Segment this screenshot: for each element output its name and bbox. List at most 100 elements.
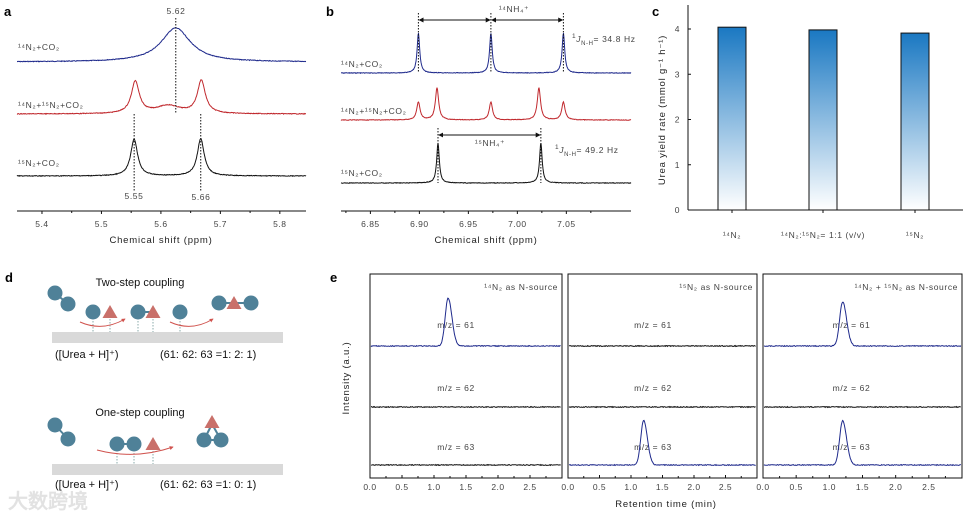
panel-d-coupling-diagram: Two-step coupling ([Urea + H]⁺) (61: 62:… [8,277,283,513]
x-tick-label: 1.0 [427,482,440,492]
sup: 1 [555,144,559,151]
peak-annotation: 5.66 [192,192,211,202]
x-tick-label: 1.5 [656,482,669,492]
x-tick-label: 0.5 [593,482,606,492]
x-tick-label: 5.5 [95,219,108,229]
spectrum-trace [341,33,632,75]
nitrogen-circle [47,417,63,433]
nitrogen-circle [196,432,212,448]
x-tick-label: 2.5 [922,482,935,492]
carbon-triangle [145,437,161,450]
category-label: ¹⁴N₂ [723,230,741,240]
x-tick-label: 5.8 [273,219,286,229]
x-axis-label: Chemical shift (ppm) [434,235,537,246]
y-axis-label: Urea yield rate (mmol g⁻¹ h⁻¹) [657,35,668,185]
chromatogram-trace [371,405,561,409]
nh4-15-label: ¹⁵NH₄⁺ [475,138,505,148]
nitrogen-circle [60,296,76,312]
x-tick-label: 1.5 [856,482,869,492]
nitrogen-circle [172,304,188,320]
x-tick-label: 0.5 [395,482,408,492]
panel-label-d: d [5,270,13,285]
carbon-triangle [102,305,118,318]
x-tick-label: 5.6 [154,219,167,229]
two-step-ion: ([Urea + H]⁺) [55,349,119,361]
x-tick-label: 2.0 [491,482,504,492]
one-step-title: One-step coupling [95,407,184,419]
x-axis-label: Retention time (min) [615,499,717,510]
channel-label: m/z = 61 [833,320,871,330]
panel-c-urea-yield-bars: Urea yield rate (mmol g⁻¹ h⁻¹) ¹⁴N₂ ¹⁴N₂… [657,5,963,240]
x-tick-label: 0.0 [756,482,769,492]
x-tick-label: 5.4 [35,219,48,229]
spectrum-trace [17,27,307,63]
x-tick-label: 6.90 [410,219,429,229]
y-tick-label: 2 [675,115,680,125]
one-step-ratio: (61: 62: 63 =1: 0: 1) [160,479,256,491]
sub: N-H [581,41,593,47]
one-step-ion: ([Urea + H]⁺) [55,479,119,491]
y-tick-label: 1 [675,160,680,170]
x-tick-label: 2.0 [687,482,700,492]
bar [717,26,747,211]
x-tick-label: 5.7 [214,219,227,229]
sup: 1 [572,33,576,40]
value: = 49.2 Hz [577,145,619,155]
x-tick-label: 2.0 [889,482,902,492]
nitrogen-circle [130,304,146,320]
y-tick-label: 4 [675,24,680,34]
coupling-constant-15: 1JN-H= 49.2 Hz [555,144,619,158]
x-tick-label: 1.0 [823,482,836,492]
panel-label-a: a [4,4,12,19]
spectrum-trace [340,87,632,121]
series-label: ¹⁵N₂+CO₂ [18,158,60,168]
chromatogram-trace [370,297,561,348]
x-tick-label: 7.05 [557,219,576,229]
panel-a-nmr-urea: ¹⁴N₂+CO₂ ¹⁴N₂+¹⁵N₂+CO₂ ¹⁵N₂+CO₂ 5.62 5.5… [16,6,307,246]
channel-label: m/z = 63 [634,442,672,452]
series-label: ¹⁴N₂+¹⁵N₂+CO₂ [18,100,84,110]
spectrum-trace [16,138,307,177]
x-tick-label: 0.0 [561,482,574,492]
channel-label: m/z = 63 [833,442,871,452]
chromatogram-trace [763,419,962,467]
panel-label-c: c [652,4,659,19]
nitrogen-circle [60,431,76,447]
nitrogen-circle [47,285,63,301]
panel-b-nmr-ammonium: ¹⁴N₂+CO₂ ¹⁴N₂+¹⁵N₂+CO₂ ¹⁵N₂+CO₂ ¹⁴NH₄⁺ ¹… [340,4,636,246]
nitrogen-circle [126,436,142,452]
nitrogen-circle [211,295,227,311]
coupling-constant-14: 1JN-H= 34.8 Hz [572,33,636,47]
series-label: ¹⁴N₂+¹⁵N₂+CO₂ [341,106,407,116]
peak-annotation: 5.62 [167,6,186,16]
x-tick-label: 0.5 [790,482,803,492]
sub: N-H [564,152,576,158]
chromatogram-trace [568,419,756,467]
j: J [558,145,564,155]
y-axis-label: Intensity (a.u.) [341,342,352,415]
channel-label: m/z = 62 [634,383,672,393]
panel-label-e: e [330,270,337,285]
reaction-arrow [79,318,126,327]
x-tick-label: 2.5 [523,482,536,492]
j: J [575,34,581,44]
x-tick-label: 0.0 [363,482,376,492]
reaction-arrow [96,446,174,455]
x-tick-label: 2.5 [719,482,732,492]
x-tick-label: 6.85 [361,219,380,229]
channel-label: m/z = 62 [437,383,475,393]
subplot-title: ¹⁵N₂ as N-source [679,282,753,292]
category-label: ¹⁵N₂ [906,230,924,240]
channel-label: m/z = 63 [437,442,475,452]
bar [900,32,930,211]
catalyst-surface [52,464,283,475]
carbon-triangle [226,296,242,309]
chromatogram-trace [568,405,756,409]
catalyst-surface [52,332,283,343]
bar [808,29,838,211]
series-label: ¹⁴N₂+CO₂ [18,42,60,52]
nh4-14-label: ¹⁴NH₄⁺ [499,4,529,14]
series-label: ¹⁵N₂+CO₂ [341,168,383,178]
carbon-triangle [145,305,161,318]
